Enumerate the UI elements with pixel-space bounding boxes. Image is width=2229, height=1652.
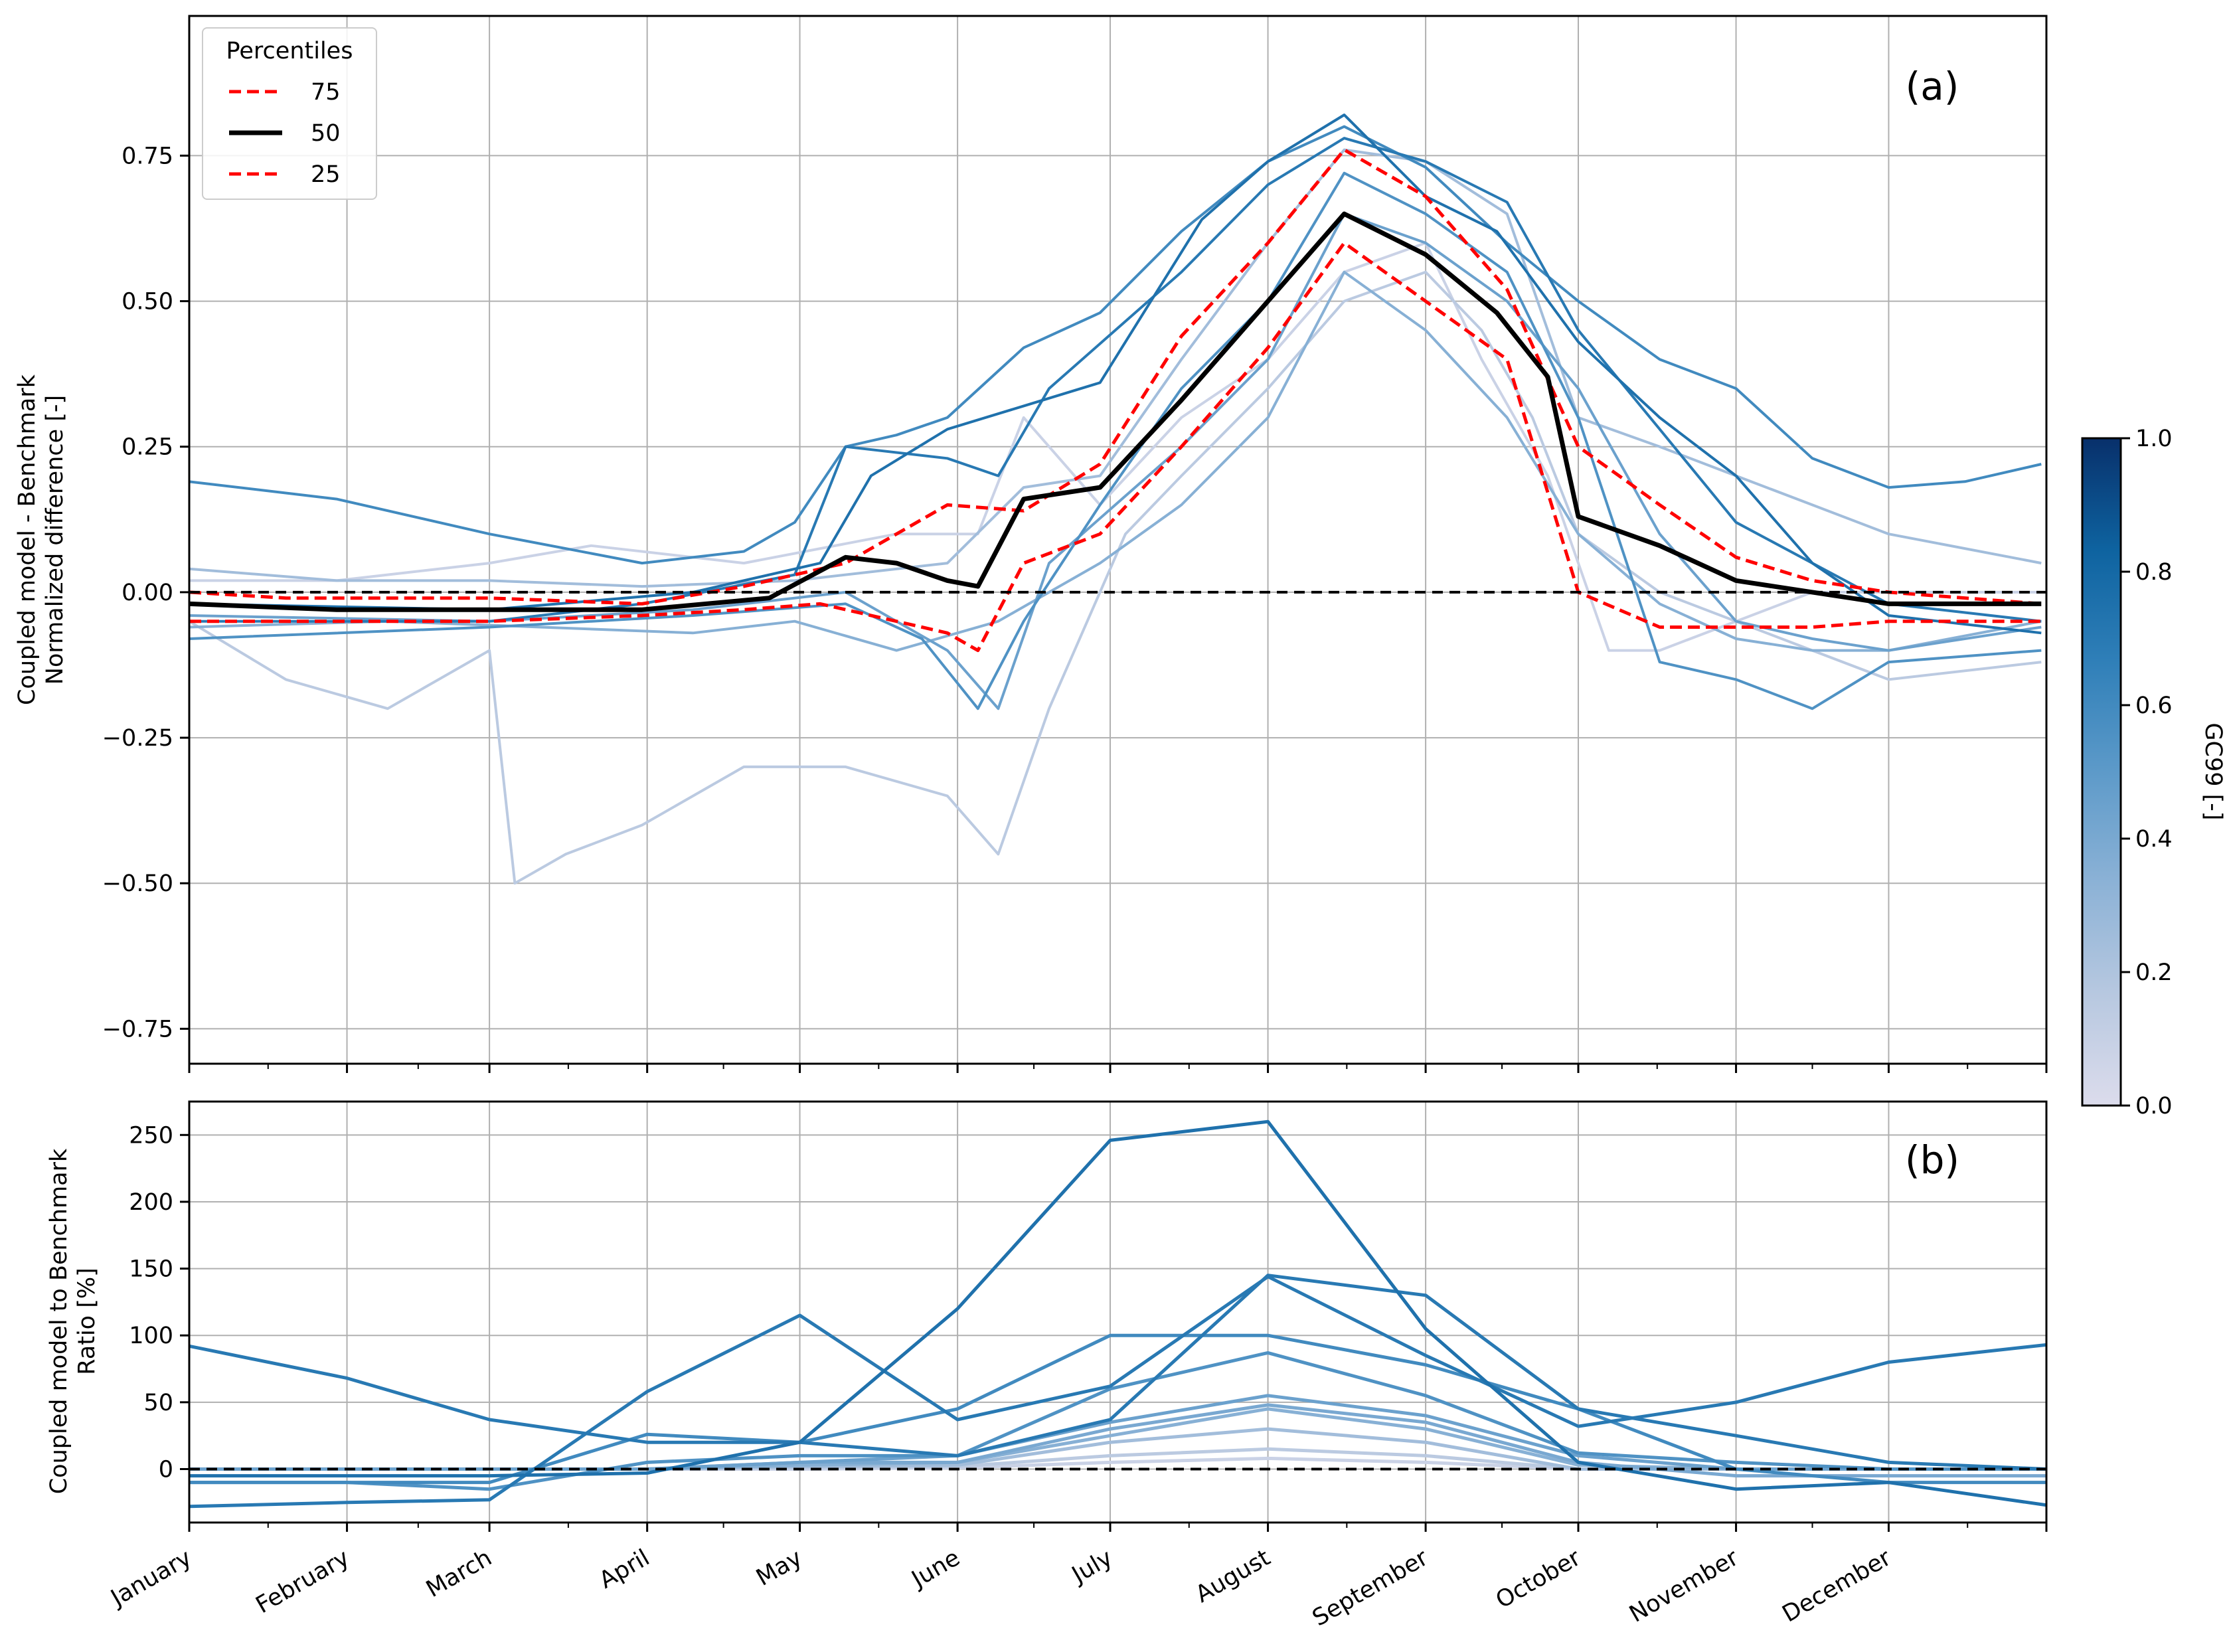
colorbar-ticks: 0.0 0.2 0.4 0.6 0.8 1.0 — [2121, 426, 2173, 1119]
panel-a-y-label-line-2: Normalized difference [-] — [42, 395, 68, 685]
x-tick-label: July — [1066, 1544, 1117, 1589]
panel-a-frame — [188, 15, 2048, 1065]
colorbar-tick-label: 0.6 — [2135, 693, 2173, 719]
panel-b-series-line — [189, 1351, 2046, 1491]
legend-label-50: 50 — [311, 120, 341, 147]
panel-a-y-tick-label: −0.75 — [102, 1016, 173, 1042]
legend-label-75: 75 — [311, 79, 341, 106]
panel-b-frame — [188, 1100, 2048, 1524]
panel-b-series — [189, 1119, 2046, 1509]
x-tick-label: November — [1625, 1544, 1743, 1628]
panel-b-y-tick-label: 250 — [129, 1122, 173, 1149]
panel-a-y-tick-label: −0.25 — [102, 725, 173, 752]
panel-a-series-line — [189, 270, 2042, 885]
panel-a-grid — [189, 16, 2046, 1064]
colorbar-tick-label: 0.0 — [2135, 1093, 2173, 1119]
panel-a-y-tick-label: −0.50 — [102, 870, 173, 897]
panel-b-y-label-line-1: Coupled model to Benchmark — [46, 1148, 72, 1494]
x-tick-label: January — [106, 1544, 197, 1612]
colorbar-tick-label: 0.8 — [2135, 559, 2173, 586]
panel-b: 0 50 100 150 200 250 January February March Apri… — [46, 1100, 2048, 1632]
colorbar-gradient — [2081, 437, 2122, 1107]
x-tick-label: December — [1778, 1544, 1896, 1628]
panel-b-grid — [189, 1102, 2046, 1523]
panel-b-y-ticks: 0 50 100 150 200 250 — [129, 1122, 189, 1483]
panel-a-y-label-line-1: Coupled model - Benchmark — [14, 374, 41, 705]
panel-a-y-ticks: −0.75 −0.50 −0.25 0.00 0.25 0.50 0.75 — [102, 143, 189, 1042]
colorbar-tick-label: 1.0 — [2135, 426, 2173, 452]
panel-a-series-line — [189, 270, 2042, 652]
panel-b-y-axis-label: Coupled model to Benchmark Ratio [%] — [46, 1148, 100, 1494]
percentile-25-line — [189, 241, 2042, 653]
legend-box — [202, 27, 377, 200]
panel-b-y-tick-label: 50 — [143, 1390, 173, 1416]
panel-a-y-tick-label: 0.75 — [122, 143, 173, 169]
panel-b-series-line — [189, 1407, 2046, 1471]
panel-a-x-ticks — [188, 1064, 2048, 1073]
panel-a-label: (a) — [1906, 64, 1959, 109]
panel-b-series-line — [189, 1333, 2046, 1485]
panel-b-label: (b) — [1905, 1137, 1959, 1183]
x-tick-label: February — [252, 1544, 354, 1619]
x-tick-label: October — [1491, 1544, 1586, 1614]
panel-b-y-tick-label: 150 — [129, 1256, 173, 1283]
x-tick-label: August — [1191, 1544, 1275, 1608]
colorbar-label: GC99 [-] — [2200, 722, 2226, 820]
panel-b-series-line — [189, 1119, 2046, 1507]
colorbar-tick-label: 0.2 — [2135, 959, 2173, 986]
x-tick-label: May — [752, 1544, 807, 1592]
x-tick-label: June — [906, 1544, 965, 1594]
panel-b-y-label-line-2: Ratio [%] — [74, 1268, 100, 1375]
panel-b-series-line — [189, 1447, 2046, 1471]
x-tick-label: March — [422, 1544, 496, 1603]
panel-a-series-line — [189, 125, 2042, 565]
panel-a: −0.75 −0.50 −0.25 0.00 0.25 0.50 0.75 (a) Coup… — [14, 15, 2048, 1073]
legend: Percentiles 75 50 25 — [202, 27, 377, 200]
colorbar: 0.0 0.2 0.4 0.6 0.8 1.0 GC99 [-] — [2081, 426, 2226, 1119]
panel-a-series-line — [189, 137, 2042, 623]
panel-b-series-line — [189, 1394, 2046, 1471]
panel-a-series — [189, 114, 2042, 885]
panel-b-series-line — [189, 1274, 2046, 1471]
legend-label-25: 25 — [311, 161, 341, 188]
panel-b-y-tick-label: 200 — [129, 1189, 173, 1216]
x-tick-label: April — [595, 1544, 654, 1594]
panel-b-series-line — [189, 1275, 2046, 1509]
panel-a-y-axis-label: Coupled model - Benchmark Normalized dif… — [14, 374, 68, 705]
percentile-75-line — [189, 148, 2042, 606]
percentile-50-line — [189, 211, 2042, 612]
legend-title: Percentiles — [226, 38, 353, 64]
panel-b-x-ticks: January February March April May June July Augu… — [106, 1523, 2048, 1632]
panel-a-series-line — [189, 148, 2042, 588]
panel-a-series-line — [189, 114, 2042, 635]
panel-a-series-line — [189, 212, 2042, 710]
colorbar-tick-label: 0.4 — [2135, 826, 2173, 853]
panel-a-y-tick-label: 0.25 — [122, 434, 173, 461]
panel-b-y-tick-label: 0 — [159, 1456, 173, 1483]
panel-a-y-tick-label: 0.00 — [122, 580, 173, 606]
panel-b-y-tick-label: 100 — [129, 1323, 173, 1349]
panel-a-y-tick-label: 0.50 — [122, 289, 173, 315]
x-tick-label: September — [1308, 1544, 1433, 1632]
